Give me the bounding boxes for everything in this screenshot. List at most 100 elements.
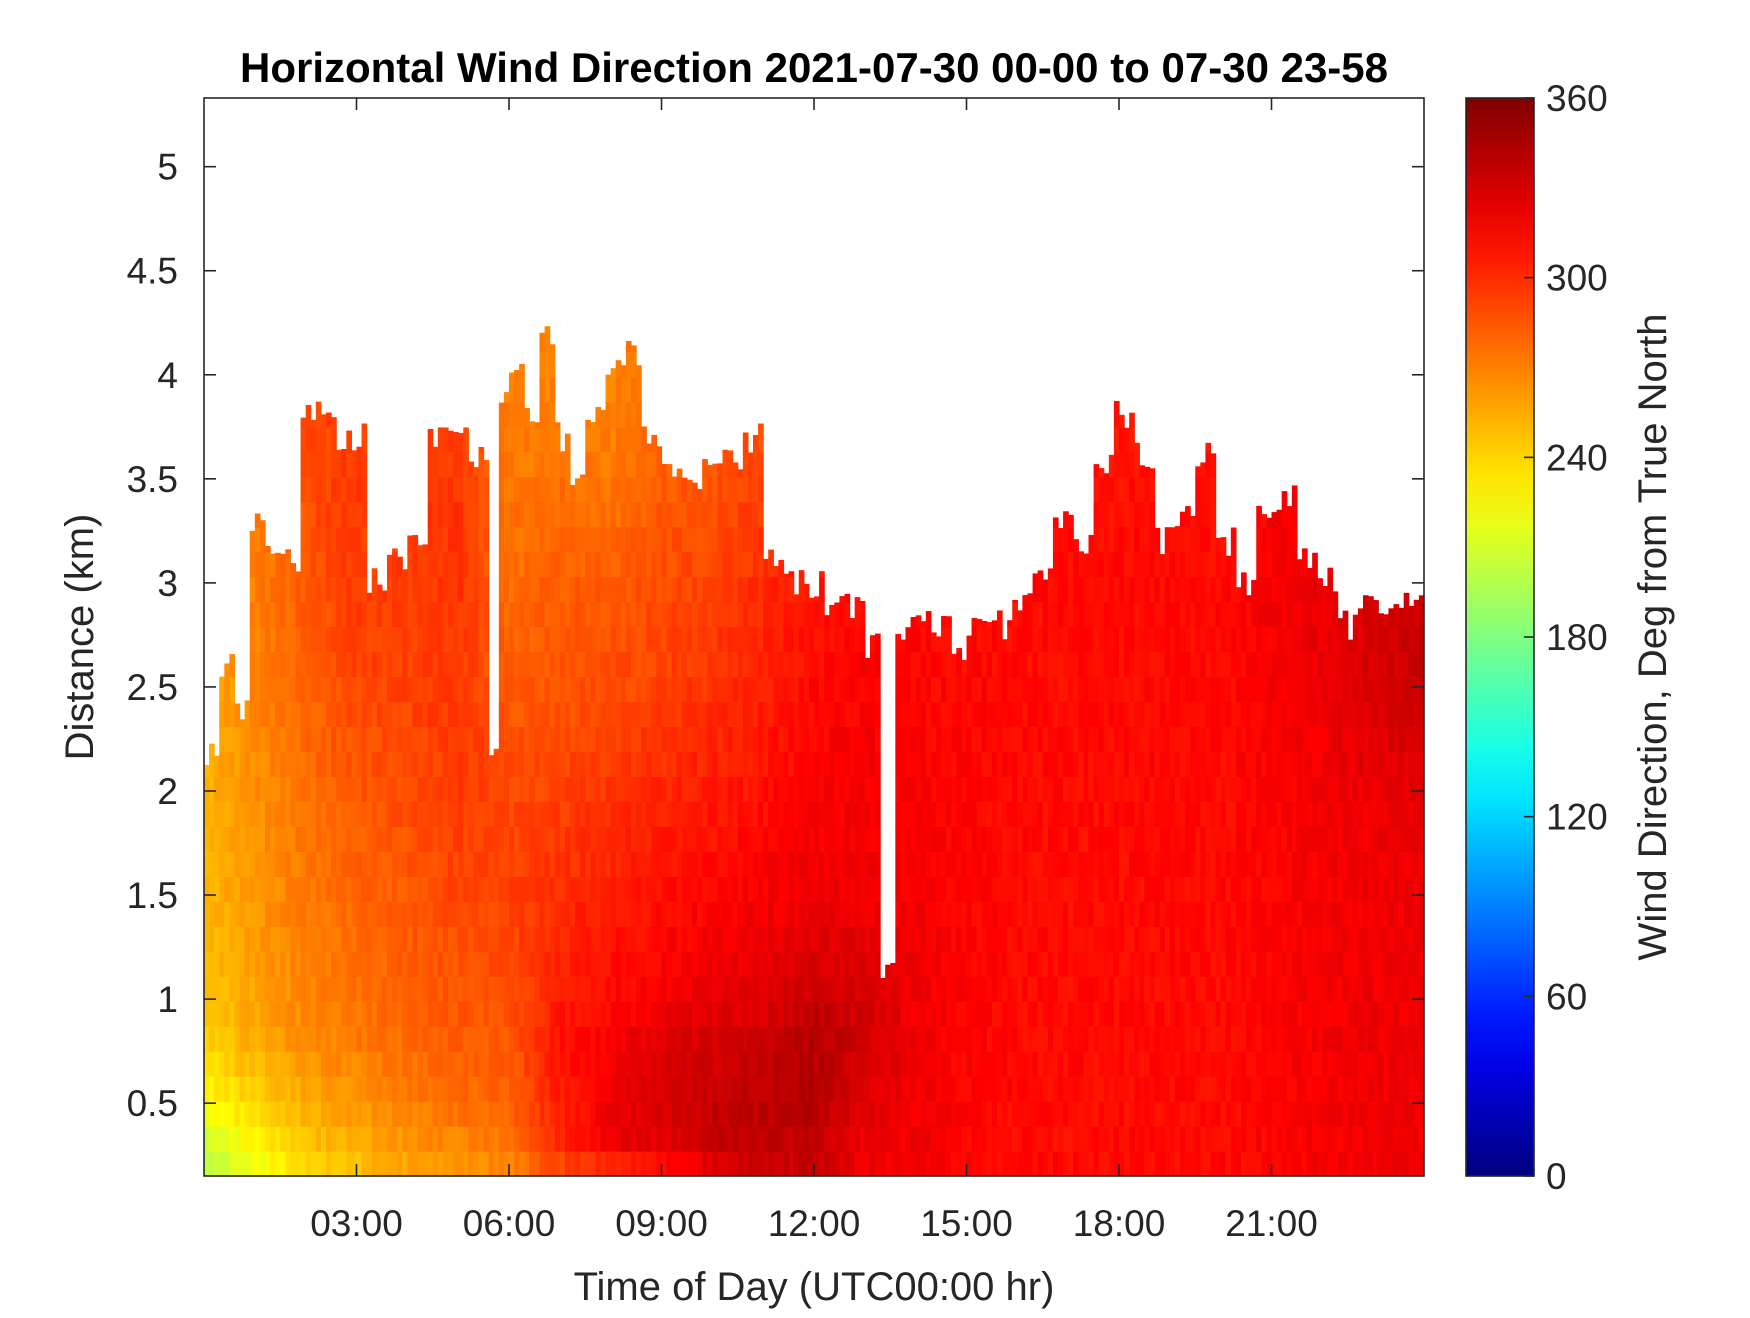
- heatmap-cell: [1113, 476, 1120, 503]
- heatmap-cell: [915, 976, 922, 1002]
- heatmap-cell: [300, 501, 307, 528]
- heatmap-cell: [900, 1101, 907, 1127]
- heatmap-cell: [737, 801, 744, 827]
- heatmap-cell: [265, 546, 271, 553]
- heatmap-cell: [361, 976, 368, 1002]
- heatmap-cell: [478, 1101, 485, 1127]
- heatmap-cell: [1119, 751, 1125, 778]
- heatmap-cell: [412, 701, 419, 728]
- heatmap-cell: [808, 726, 815, 753]
- heatmap-cell: [1022, 595, 1029, 603]
- heatmap-cell: [1007, 651, 1013, 678]
- heatmap-cell: [875, 876, 881, 902]
- heatmap-cell: [1078, 601, 1085, 628]
- heatmap-cell: [686, 751, 693, 778]
- heatmap-cell: [712, 1101, 719, 1127]
- heatmap-cell: [539, 676, 546, 703]
- heatmap-cell: [381, 1151, 388, 1176]
- heatmap-cell: [402, 901, 408, 927]
- heatmap-cell: [463, 626, 469, 653]
- heatmap-cell: [1037, 801, 1044, 827]
- heatmap-cell: [686, 551, 693, 578]
- heatmap-cell: [341, 551, 347, 578]
- heatmap-cell: [1124, 801, 1130, 827]
- heatmap-cell: [397, 651, 403, 678]
- heatmap-cell: [697, 801, 703, 827]
- heatmap-cell: [864, 801, 871, 827]
- heatmap-cell: [1047, 1051, 1054, 1077]
- heatmap-cell: [1139, 1101, 1146, 1127]
- heatmap-cell: [1144, 476, 1151, 503]
- heatmap-cell: [773, 1076, 780, 1102]
- heatmap-cell: [356, 701, 363, 728]
- heatmap-cell: [387, 576, 393, 603]
- heatmap-cell: [783, 826, 790, 852]
- heatmap-cell: [839, 801, 846, 827]
- heatmap-cell: [636, 776, 642, 802]
- heatmap-cell: [722, 601, 729, 628]
- heatmap-cell: [834, 1151, 841, 1176]
- heatmap-cell: [1093, 976, 1100, 1002]
- heatmap-cell: [432, 551, 439, 578]
- heatmap-cell: [1108, 926, 1115, 952]
- heatmap-cell: [381, 726, 388, 753]
- heatmap-cell: [1037, 576, 1044, 603]
- heatmap-cell: [880, 1076, 886, 1102]
- heatmap-cell: [742, 751, 749, 778]
- heatmap-cell: [925, 826, 932, 852]
- heatmap-cell: [315, 551, 322, 578]
- heatmap-cell: [1052, 926, 1059, 952]
- heatmap-cell: [402, 801, 408, 827]
- heatmap-cell: [275, 1126, 281, 1152]
- heatmap-cell: [753, 1126, 759, 1152]
- heatmap-cell: [732, 776, 739, 802]
- heatmap-cell: [544, 351, 551, 378]
- heatmap-cell: [503, 651, 510, 678]
- heatmap-cell: [407, 926, 414, 952]
- heatmap-cell: [798, 626, 805, 653]
- heatmap-cell: [910, 701, 917, 728]
- heatmap-cell: [570, 676, 576, 703]
- heatmap-cell: [1154, 926, 1161, 952]
- heatmap-cell: [331, 951, 337, 977]
- heatmap-cell: [925, 1151, 932, 1176]
- heatmap-cell: [402, 826, 408, 852]
- heatmap-cell: [549, 1151, 556, 1176]
- heatmap-cell: [600, 426, 607, 453]
- heatmap-cell: [651, 576, 658, 603]
- heatmap-cell: [1149, 901, 1156, 927]
- heatmap-cell: [529, 901, 536, 927]
- heatmap-cell: [554, 1076, 561, 1102]
- heatmap-cell: [285, 1001, 292, 1027]
- heatmap-cell: [1139, 626, 1146, 653]
- heatmap-cell: [478, 751, 485, 778]
- heatmap-cell: [605, 501, 612, 528]
- heatmap-cell: [453, 1151, 459, 1176]
- heatmap-cell: [468, 726, 475, 753]
- heatmap-cell: [1078, 876, 1085, 902]
- heatmap-cell: [509, 576, 515, 603]
- heatmap-cell: [1103, 851, 1110, 877]
- heatmap-cell: [417, 901, 424, 927]
- heatmap-cell: [819, 571, 825, 578]
- heatmap-cell: [331, 976, 337, 1002]
- heatmap-cell: [1108, 726, 1115, 753]
- heatmap-cell: [966, 726, 973, 753]
- heatmap-cell: [1012, 926, 1018, 952]
- heatmap-cell: [610, 576, 617, 603]
- heatmap-cell: [727, 1026, 734, 1052]
- heatmap-cell: [905, 1001, 912, 1027]
- heatmap-cell: [397, 1001, 403, 1027]
- heatmap-cell: [503, 851, 510, 877]
- heatmap-cell: [595, 1151, 602, 1176]
- heatmap-cell: [758, 626, 764, 653]
- heatmap-cell: [473, 1101, 480, 1127]
- heatmap-cell: [585, 476, 591, 503]
- heatmap-cell: [1103, 651, 1110, 678]
- heatmap-cell: [1098, 926, 1105, 952]
- heatmap-cell: [1058, 1126, 1064, 1152]
- heatmap-cell: [1088, 776, 1095, 802]
- heatmap-cell: [941, 1001, 947, 1027]
- heatmap-cell: [585, 1001, 591, 1027]
- heatmap-cell: [559, 976, 566, 1002]
